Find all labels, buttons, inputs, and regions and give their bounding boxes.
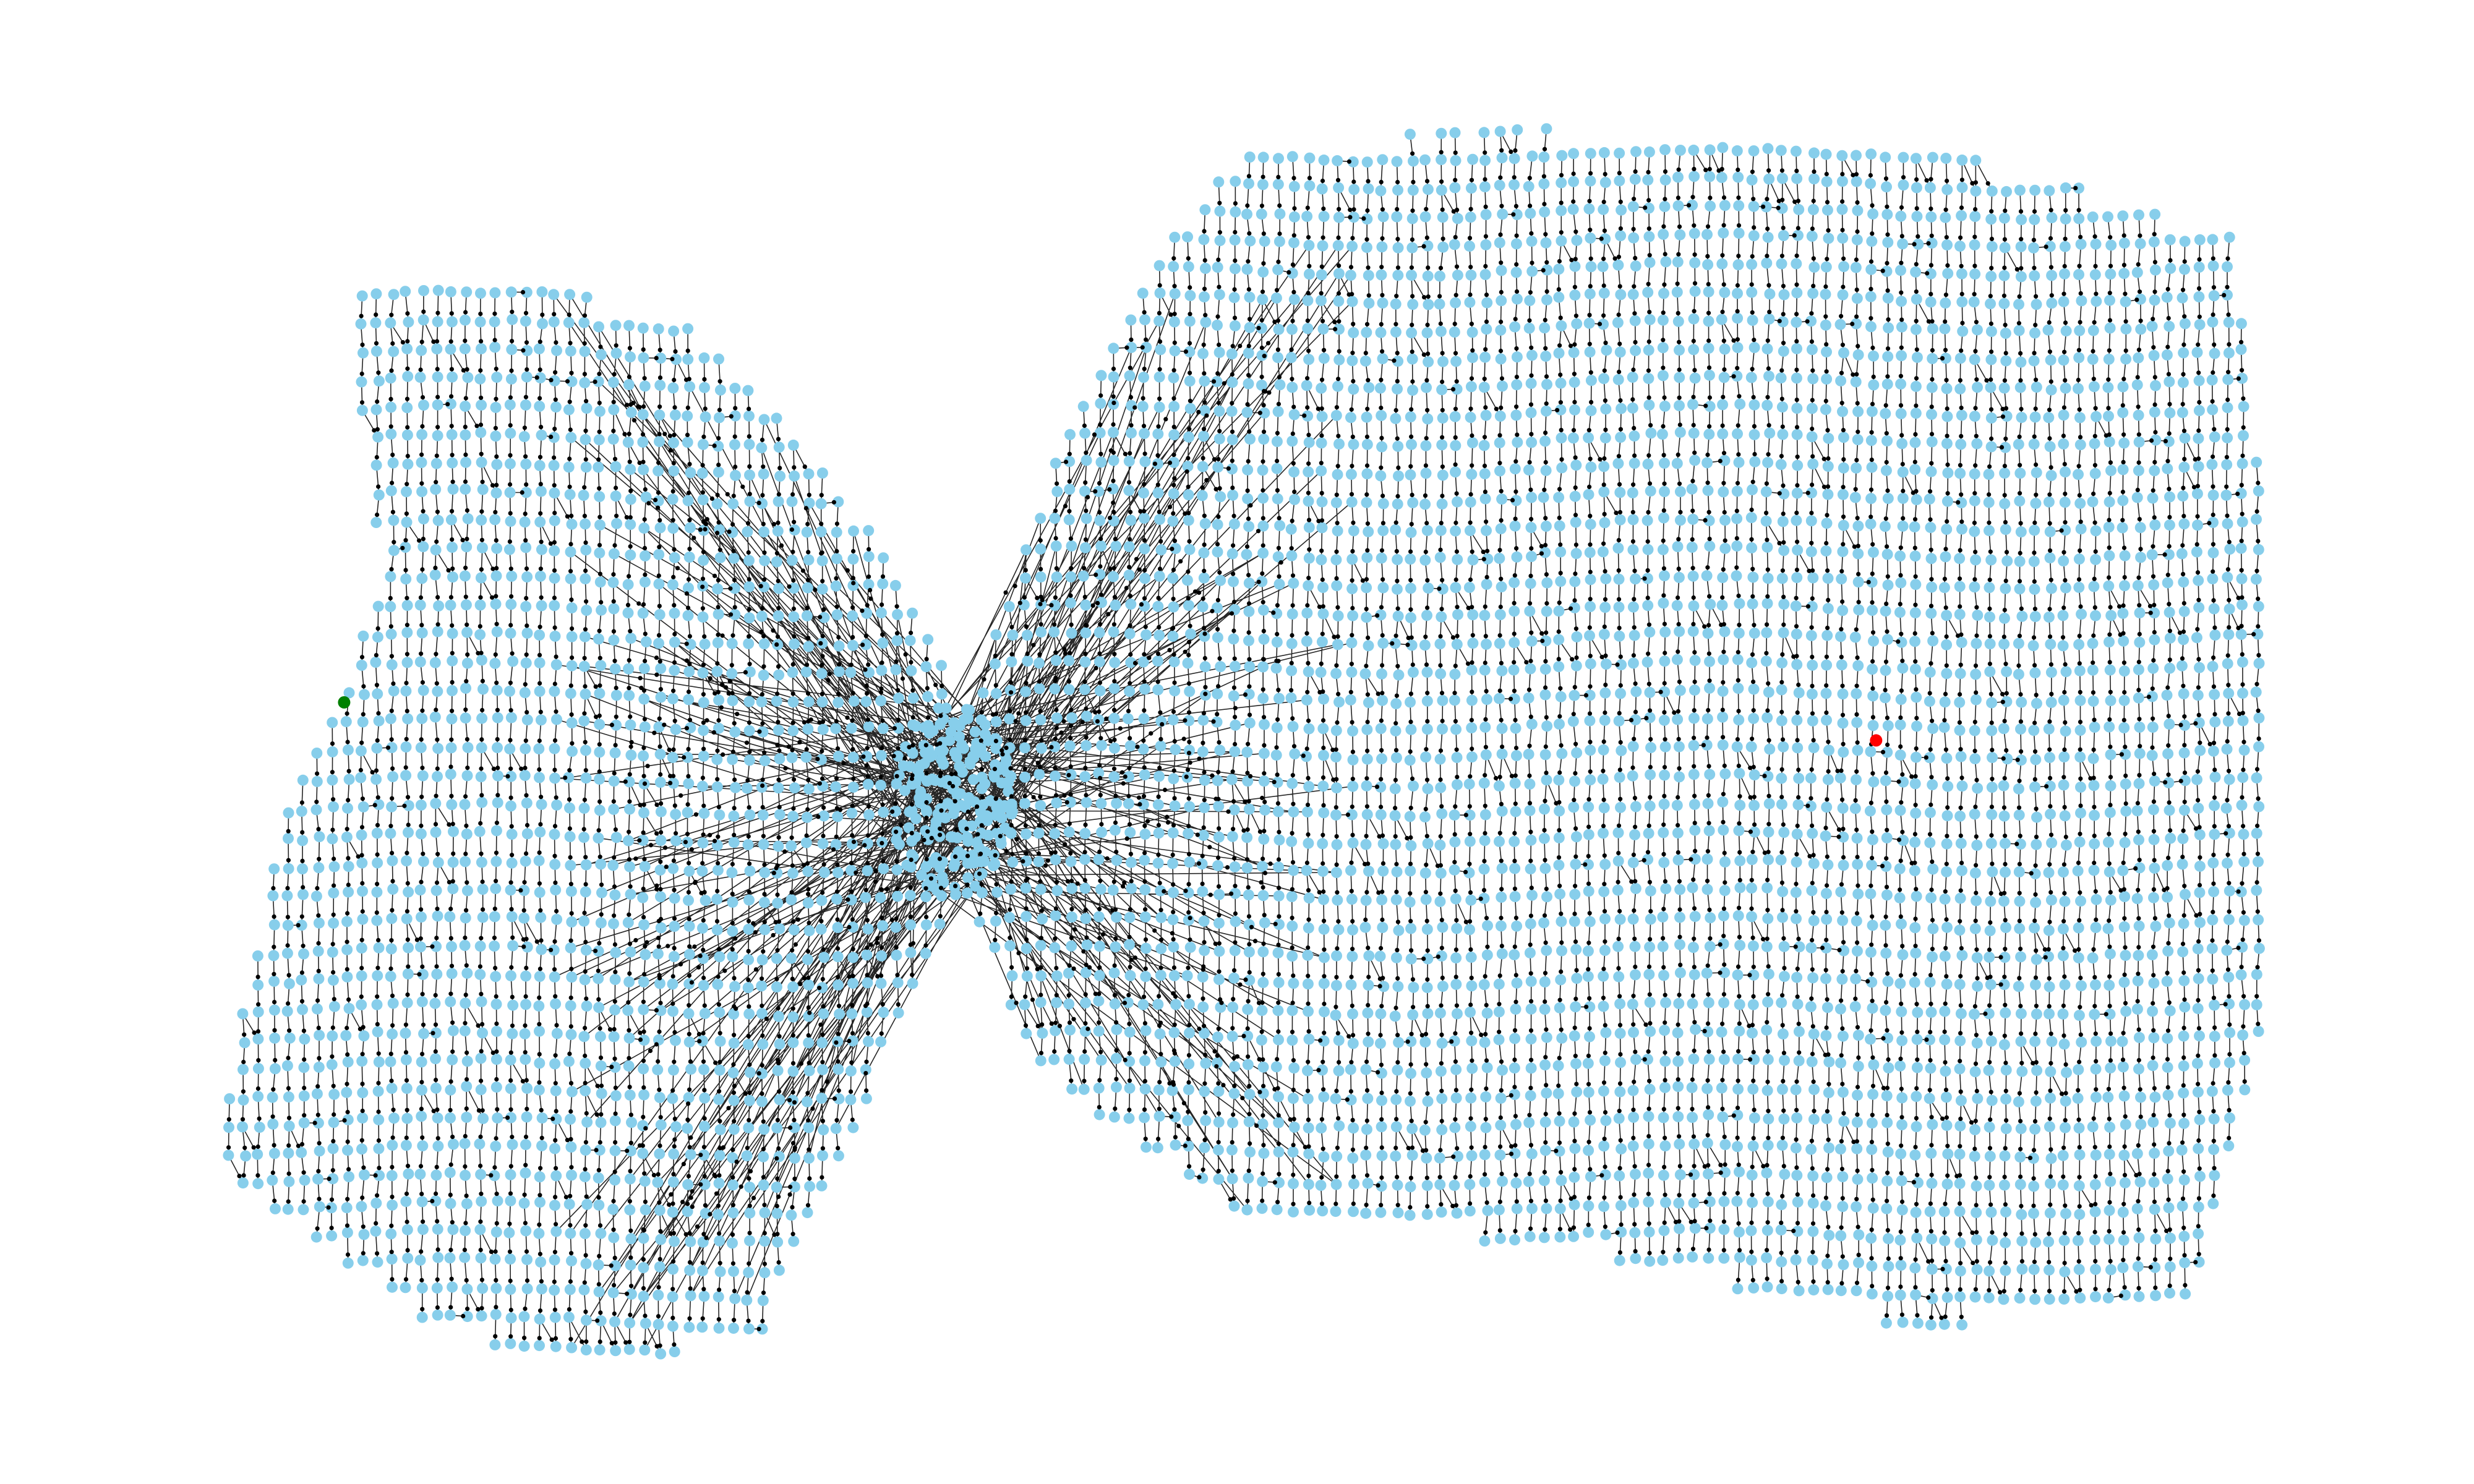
nodes <box>223 123 2265 1360</box>
target-node <box>1870 734 1883 747</box>
source-node <box>338 696 351 709</box>
edges <box>228 129 2260 1354</box>
